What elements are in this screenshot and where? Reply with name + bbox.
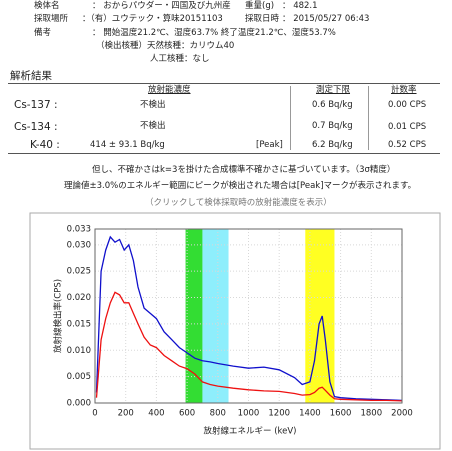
x-tick-label: 0	[92, 409, 97, 419]
section-title: 解析結果	[10, 70, 52, 82]
divider	[8, 83, 440, 84]
field-value: ： おからパウダー・四国及び九州産	[92, 1, 231, 11]
field-label: 採取日時	[245, 14, 280, 24]
x-tick-label: 1400	[299, 409, 321, 419]
field-label: 検体名	[34, 1, 60, 11]
field-label: 重量(g)	[245, 1, 275, 11]
x-tick-label: 800	[210, 409, 226, 419]
field-value: ： 開始温度21.2℃、湿度63.7% 終了温度21.2℃、湿度53.7%	[92, 28, 336, 38]
x-tick-label: 1200	[268, 409, 290, 419]
detected-artificial: 人工核種：なし	[150, 54, 210, 64]
x-tick-label: 200	[118, 409, 134, 419]
column-header: 計数率	[391, 85, 417, 95]
y-axis-label: 放射線検出率(CPS)	[53, 279, 64, 353]
peak-mark: [Peak]	[256, 140, 283, 150]
field-value: ： 2015/05/27 06:43	[282, 14, 370, 24]
count-rate: 0.00 CPS	[388, 100, 427, 110]
field-label: 採取場所	[34, 14, 69, 24]
x-tick-label: 1600	[330, 409, 352, 419]
y-tick-label: 0.000	[67, 399, 91, 409]
count-rate: 0.01 CPS	[388, 122, 427, 132]
chart: 放射線エネルギー (keV) 放射線検出率(CPS) 0 200 400 600 800…	[29, 212, 441, 450]
concentration: 不検出	[140, 121, 166, 131]
series-line	[95, 235, 403, 402]
y-tick-label: 0.015	[67, 319, 91, 329]
energy-band	[202, 229, 229, 403]
y-tick-label: 0.033	[67, 225, 91, 235]
x-tick-label: 1800	[360, 409, 382, 419]
x-tick-label: 2000	[391, 409, 413, 419]
detection-limit: 0.7 Bq/kg	[312, 121, 353, 131]
plot-border	[94, 228, 403, 404]
y-tick-label: 0.010	[67, 346, 91, 356]
detected-natural: （検出核種）天然核種：カリウム40	[96, 41, 235, 51]
detection-limit: 6.2 Bq/kg	[312, 140, 353, 150]
column-rule	[368, 86, 369, 150]
concentration: 不検出	[140, 100, 166, 110]
x-tick-label: 400	[148, 409, 164, 419]
column-header: 放射能濃度	[148, 85, 191, 95]
count-rate: 0.52 CPS	[388, 140, 427, 150]
note: 但し、不確かさはk=3を掛けた合成標準不確かさに基づいています。（3σ精度）	[92, 165, 396, 175]
nuclide: Cs-134 :	[14, 121, 58, 133]
divider	[8, 153, 440, 154]
field-value: ： 482.1	[282, 1, 318, 11]
note: 理論値±3.0%のエネルギー範囲にピークが検出された場合は[Peak]マークが表…	[64, 181, 417, 191]
nuclide: K-40 :	[30, 139, 60, 151]
field-value: ：（有）ユウテック・算味20151103	[82, 14, 223, 24]
nuclide: Cs-137 :	[14, 99, 58, 111]
detection-limit: 0.6 Bq/kg	[312, 100, 353, 110]
series-line	[95, 291, 403, 402]
x-axis-label: 放射線エネルギー (keV)	[204, 426, 297, 437]
column-rule	[290, 86, 291, 150]
field-label: 備考	[34, 28, 52, 38]
x-tick-label: 600	[179, 409, 195, 419]
column-header: 測定下限	[316, 85, 351, 95]
y-tick-label: 0.005	[67, 372, 91, 382]
y-tick-label: 0.020	[67, 293, 91, 303]
y-tick-label: 0.025	[67, 267, 91, 277]
show-link[interactable]: （クリックして検体採取時の放射能濃度を表示）	[145, 198, 332, 208]
y-tick-label: 0.030	[67, 240, 91, 250]
x-tick-label: 1000	[238, 409, 260, 419]
concentration: 414 ± 93.1 Bq/kg	[90, 140, 165, 150]
